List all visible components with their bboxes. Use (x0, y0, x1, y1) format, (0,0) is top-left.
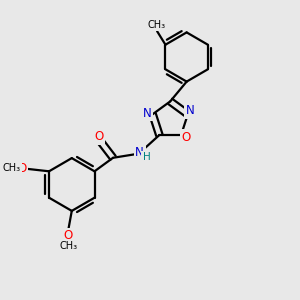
Text: O: O (18, 161, 27, 175)
Text: O: O (64, 229, 73, 242)
Text: H: H (143, 152, 151, 162)
Text: O: O (182, 131, 191, 144)
Text: CH₃: CH₃ (2, 163, 20, 173)
Text: CH₃: CH₃ (59, 241, 77, 251)
Text: CH₃: CH₃ (147, 20, 166, 30)
Text: N: N (135, 146, 144, 159)
Text: O: O (94, 130, 103, 143)
Text: N: N (143, 106, 152, 120)
Text: N: N (186, 104, 195, 117)
